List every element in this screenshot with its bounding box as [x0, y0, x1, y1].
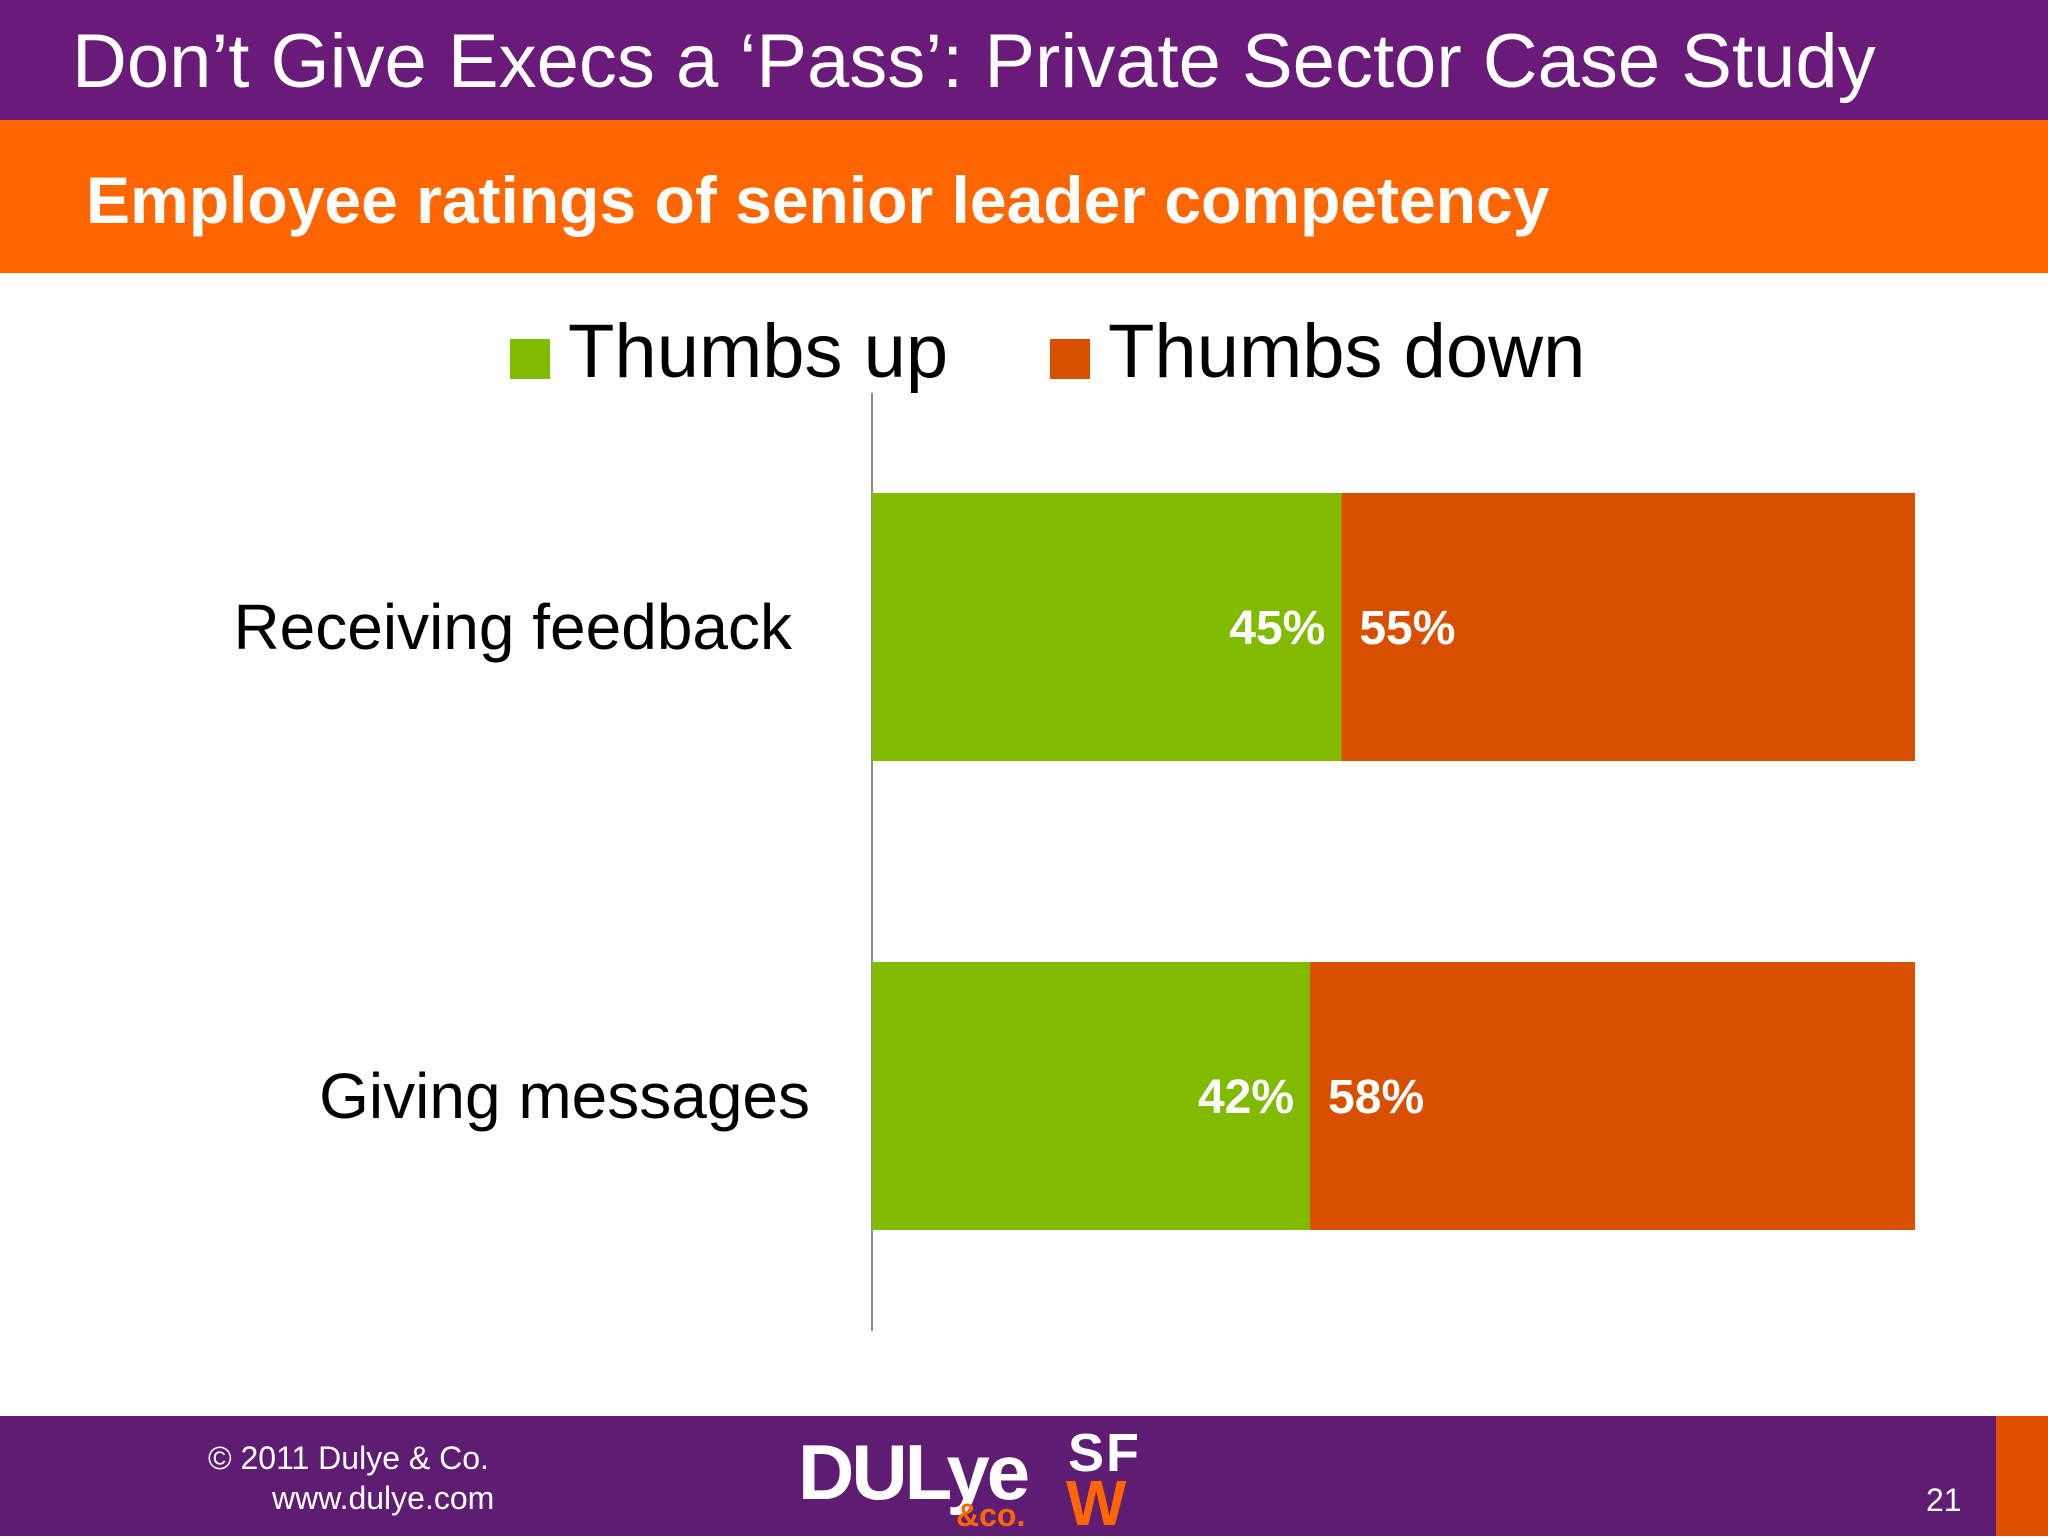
chart-legend: Thumbs up Thumbs down	[510, 309, 1585, 394]
slide-subtitle: Employee ratings of senior leader compet…	[86, 163, 1550, 237]
sfw-logo-bottom: W	[1066, 1467, 1127, 1539]
copyright-text: © 2011 Dulye & Co.	[208, 1440, 489, 1476]
website-link[interactable]: www.dulye.com	[272, 1480, 495, 1516]
sfw-logo: SF W	[1066, 1423, 1162, 1539]
dulye-logo-sub: &co.	[956, 1497, 1026, 1533]
data-label-receiving-feedback-thumbs-up: 45%	[1229, 602, 1325, 655]
bar-giving-messages-thumbs-down	[1310, 962, 1915, 1230]
bar-receiving-feedback-thumbs-down	[1341, 493, 1915, 761]
slide-title: Don’t Give Execs a ‘Pass’: Private Secto…	[72, 19, 1876, 104]
category-label-giving-messages: Giving messages	[319, 1060, 810, 1132]
data-label-giving-messages-thumbs-up: 42%	[1198, 1071, 1294, 1124]
legend-label-thumbs-up: Thumbs up	[568, 309, 948, 394]
subtitle-bar: Employee ratings of senior leader compet…	[0, 120, 2048, 273]
page-number: 21	[1926, 1482, 1962, 1518]
stacked-bar-chart: Thumbs up Thumbs down Receiving feedback G…	[233, 309, 1915, 1331]
dulye-logo: DULye &co.	[798, 1428, 1030, 1533]
footer-accent-bar	[1996, 1416, 2048, 1536]
chart-bars: Receiving feedback Giving messages 45% 55% 4…	[233, 493, 1915, 1230]
dulye-logo-main: DULye	[798, 1428, 1030, 1516]
legend-swatch-thumbs-up	[510, 339, 550, 379]
footer: © 2011 Dulye & Co. www.dulye.com DULye &…	[0, 1416, 2048, 1536]
title-bar: Don’t Give Execs a ‘Pass’: Private Secto…	[0, 0, 2048, 120]
legend-swatch-thumbs-down	[1050, 339, 1090, 379]
data-label-giving-messages-thumbs-down: 58%	[1328, 1071, 1424, 1124]
legend-label-thumbs-down: Thumbs down	[1108, 309, 1585, 394]
data-label-receiving-feedback-thumbs-down: 55%	[1359, 602, 1455, 655]
bar-giving-messages-thumbs-up	[872, 962, 1311, 1230]
bar-receiving-feedback-thumbs-up	[872, 493, 1342, 761]
category-label-receiving-feedback: Receiving feedback	[233, 591, 793, 663]
sfw-logo-top: SF	[1068, 1423, 1142, 1483]
